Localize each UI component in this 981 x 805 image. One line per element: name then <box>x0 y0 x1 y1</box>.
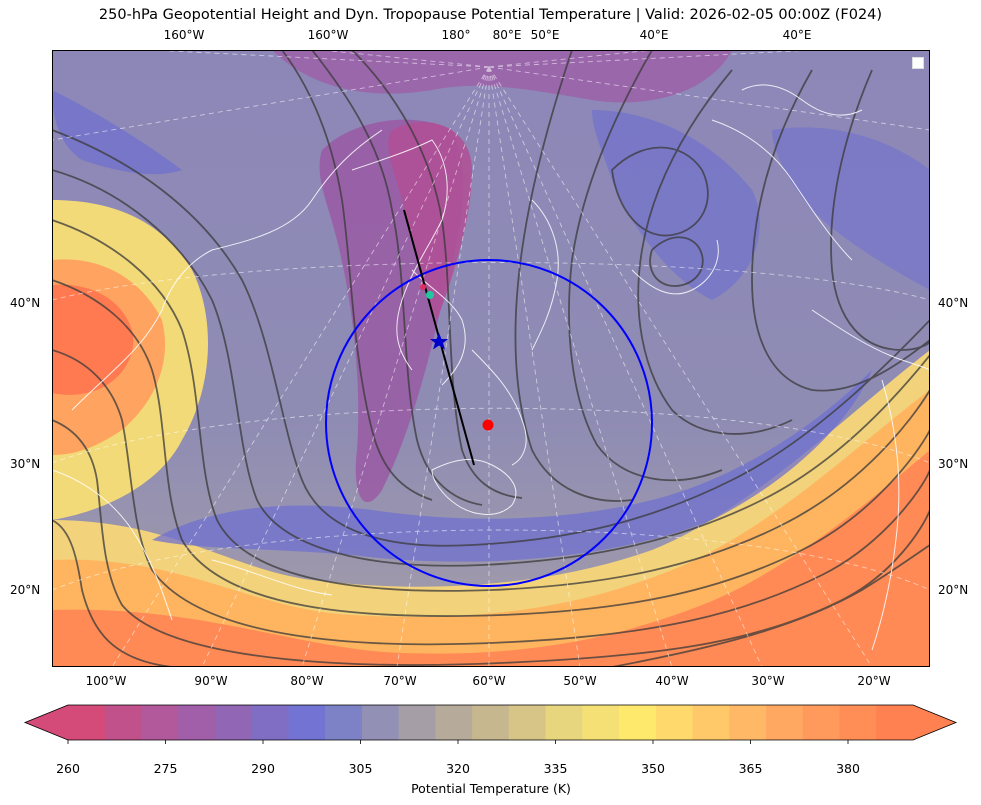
magenta-point-marker <box>420 284 426 290</box>
theta-blue-nw <box>52 90 182 175</box>
theta-hottest-west <box>52 284 134 395</box>
colorbar-segment <box>619 705 657 740</box>
colorbar-segment <box>398 705 436 740</box>
bottom-tick-label: 100°W <box>85 674 127 688</box>
colorbar <box>23 704 958 744</box>
bottom-tick-label: 60°W <box>472 674 506 688</box>
colorbar-outline <box>23 704 958 741</box>
teal-point-marker <box>426 291 434 299</box>
top-tick-label: 80°E <box>492 28 522 42</box>
bottom-tick-label: 90°W <box>194 674 228 688</box>
colorbar-segment <box>104 705 142 740</box>
top-tick-label: 160°W <box>307 28 349 42</box>
theta-hottest-band <box>52 450 930 667</box>
colorbar-max-arrow <box>913 705 956 740</box>
colorbar-segment <box>545 705 583 740</box>
right-tick-label: 20°N <box>938 583 969 597</box>
colorbar-tick-label: 350 <box>641 761 665 776</box>
star-marker <box>430 333 448 350</box>
red-point-marker <box>482 419 494 431</box>
theta-cold-core <box>388 122 472 320</box>
map-panel[interactable] <box>52 50 930 667</box>
colorbar-tick-label: 305 <box>348 761 373 776</box>
top-tick-label: 160°W <box>163 28 205 42</box>
colorbar-tick-label: 380 <box>836 761 860 776</box>
colorbar-segment <box>288 705 326 740</box>
colorbar-tick-label: 290 <box>251 761 275 776</box>
colorbar-segment <box>729 705 767 740</box>
colorbar-segment <box>582 705 620 740</box>
colorbar-segment <box>472 705 510 740</box>
colorbar-segment <box>802 705 840 740</box>
top-tick-label: 40°E <box>639 28 669 42</box>
colorbar-ticks <box>67 740 849 744</box>
right-tick-label: 40°N <box>938 296 969 310</box>
colorbar-segment <box>251 705 289 740</box>
colorbar-tick-label: 260 <box>56 761 80 776</box>
colorbar-segment <box>692 705 730 740</box>
left-tick-label: 20°N <box>10 583 41 597</box>
bottom-tick-label: 40°W <box>655 674 689 688</box>
colorbar-segments <box>68 705 914 740</box>
left-tick-label: 40°N <box>10 296 41 310</box>
bottom-tick-label: 30°W <box>751 674 785 688</box>
colorbar-tick-label: 320 <box>446 761 470 776</box>
colorbar-tick-label: 335 <box>543 761 568 776</box>
colorbar-segment <box>178 705 216 740</box>
colorbar-segment <box>766 705 804 740</box>
legend-box <box>912 57 924 69</box>
coastlines <box>52 84 930 651</box>
colorbar-segment <box>876 705 914 740</box>
colorbar-min-arrow <box>25 705 68 740</box>
bottom-tick-label: 20°W <box>857 674 891 688</box>
colorbar-segment <box>435 705 473 740</box>
analysis-circle <box>325 259 653 587</box>
colorbar-segment <box>68 705 106 740</box>
colorbar-segment <box>141 705 179 740</box>
colorbar-segment <box>655 705 693 740</box>
height-contours <box>52 50 930 667</box>
bottom-tick-label: 80°W <box>290 674 324 688</box>
bottom-tick-label: 70°W <box>383 674 417 688</box>
colorbar-segment <box>325 705 363 740</box>
map-frame <box>52 50 930 667</box>
left-tick-label: 30°N <box>10 457 41 471</box>
colorbar-segment <box>214 705 253 740</box>
colorbar-tick-label: 275 <box>153 761 178 776</box>
theta-blue-east <box>772 127 930 290</box>
colorbar-title: Potential Temperature (K) <box>411 781 571 796</box>
top-tick-label: 180° <box>441 28 471 42</box>
top-tick-label: 50°E <box>530 28 560 42</box>
top-tick-label: 40°E <box>782 28 812 42</box>
colorbar-tick-label: 365 <box>738 761 763 776</box>
right-tick-label: 30°N <box>938 457 969 471</box>
colorbar-segment <box>508 705 547 740</box>
theta-hot-band <box>52 390 930 667</box>
map-title: 250-hPa Geopotential Height and Dyn. Tro… <box>98 7 883 23</box>
colorbar-segment <box>361 705 400 740</box>
colorbar-segment <box>839 705 877 740</box>
bottom-tick-label: 50°W <box>563 674 597 688</box>
